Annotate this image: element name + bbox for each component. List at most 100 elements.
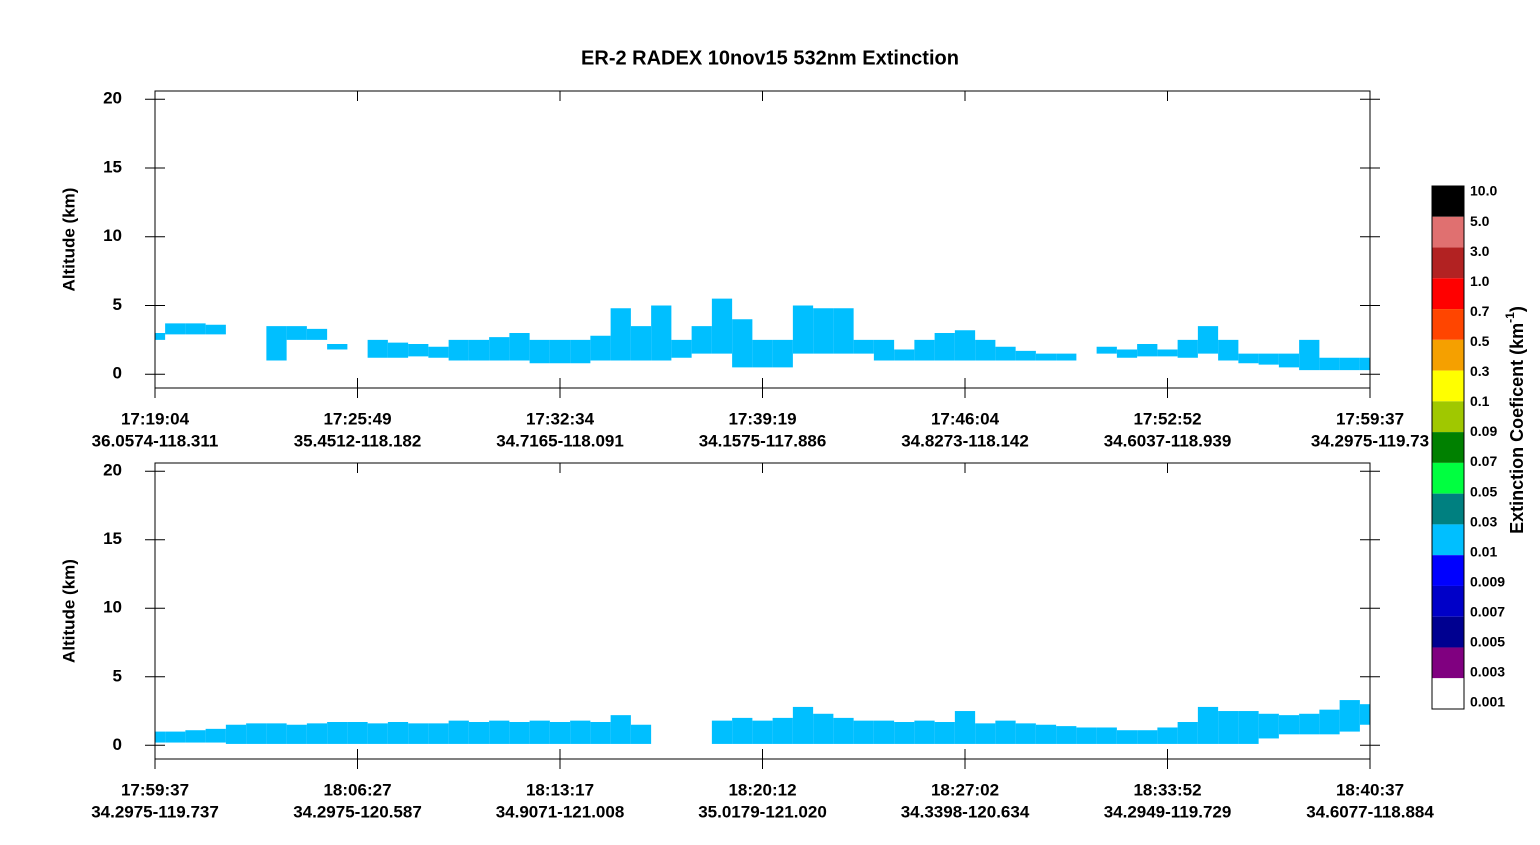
cloud-column	[529, 720, 550, 744]
cloud-column	[711, 298, 733, 354]
cloud-column	[711, 720, 733, 744]
cloud-column	[590, 335, 611, 361]
colorbar-block	[1432, 647, 1464, 679]
cloud-column	[1137, 344, 1158, 357]
colorbar-tick-label: 0.001	[1470, 694, 1505, 710]
x-tick-label: 17:52:52	[1133, 409, 1201, 428]
cloud-column	[630, 326, 652, 361]
colorbar-tick-label: 1.0	[1470, 273, 1490, 289]
cloud-column	[1258, 353, 1279, 365]
cloud-column	[772, 339, 793, 368]
cloud-column	[1076, 727, 1097, 744]
cloud-column	[185, 730, 206, 743]
y-tick-label: 5	[113, 666, 122, 685]
cloud-column	[246, 723, 267, 744]
colorbar-label-exp: -1	[1503, 312, 1517, 323]
y-tick-label: 20	[103, 89, 122, 108]
y-tick-label: 10	[103, 598, 122, 617]
x-tick-sublabel: 34.1575-117.886	[699, 431, 827, 450]
cloud-column	[1096, 346, 1117, 354]
colorbar-block	[1432, 186, 1464, 217]
x-tick-label: 17:39:19	[728, 409, 796, 428]
cloud-column	[347, 722, 368, 744]
cloud-column	[1056, 726, 1077, 744]
y-axis-label: Altitude (km)	[59, 559, 78, 663]
cloud-column	[448, 720, 469, 744]
cloud-column	[155, 731, 166, 743]
colorbar-tick-label: 0.007	[1470, 604, 1505, 620]
colorbar-tick-label: 0.009	[1470, 573, 1505, 589]
cloud-column	[529, 339, 550, 364]
cloud-column	[1218, 711, 1239, 744]
cloud-column	[1197, 706, 1219, 744]
cloud-column	[732, 717, 753, 744]
cloud-column	[1359, 704, 1370, 725]
cloud-column	[165, 323, 186, 335]
cloud-column	[610, 715, 631, 744]
cloud-column	[1096, 727, 1117, 744]
cloud-column	[1116, 349, 1138, 358]
colorbar-block	[1432, 370, 1464, 402]
cloud-column	[1339, 700, 1360, 732]
colorbar-block	[1432, 462, 1464, 494]
x-tick-label: 18:06:27	[323, 780, 391, 799]
cloud-column	[833, 308, 854, 354]
cloud-column	[954, 711, 976, 744]
cloud-column	[489, 720, 510, 744]
cloud-column	[286, 326, 307, 340]
colorbar-block	[1432, 555, 1464, 586]
x-tick-sublabel: 34.2949-119.729	[1104, 802, 1232, 821]
colorbar-block	[1432, 493, 1464, 525]
cloud-column	[185, 323, 206, 335]
y-tick-label: 0	[113, 364, 122, 383]
cloud-column	[1035, 353, 1057, 361]
cloud-column	[1157, 727, 1178, 744]
colorbar-block	[1432, 247, 1464, 279]
cloud-column	[1238, 711, 1259, 744]
cloud-column	[1157, 349, 1178, 357]
cloud-column	[549, 339, 571, 364]
cloud-column	[408, 344, 429, 357]
cloud-column	[934, 722, 955, 744]
x-tick-sublabel: 34.8273-118.142	[901, 431, 1029, 450]
colorbar-label-text: Extinction Coeficent (km	[1507, 323, 1527, 534]
cloud-column	[1197, 326, 1219, 354]
colorbar-tick-label: 0.03	[1470, 513, 1497, 529]
y-tick-label: 0	[113, 735, 122, 754]
cloud-column	[570, 720, 591, 744]
cloud-column	[752, 339, 773, 368]
cloud-column	[914, 720, 935, 744]
cloud-column	[1278, 353, 1300, 368]
x-tick-label: 17:25:49	[323, 409, 391, 428]
x-tick-label: 18:13:17	[526, 780, 594, 799]
cloud-column	[630, 724, 652, 744]
cloud-column	[894, 349, 915, 361]
cloud-column	[792, 706, 814, 744]
y-axis-label: Altitude (km)	[59, 188, 78, 292]
cloud-column	[813, 713, 834, 744]
y-tick-label: 5	[113, 295, 122, 314]
colorbar-block	[1432, 401, 1464, 433]
x-tick-label: 17:59:37	[1336, 409, 1404, 428]
cloud-column	[155, 333, 166, 340]
cloud-column	[792, 305, 814, 354]
cloud-column	[1015, 350, 1036, 361]
cloud-column	[934, 333, 955, 361]
cloud-column	[894, 722, 915, 744]
colorbar-tick-label: 0.7	[1470, 303, 1490, 319]
cloud-column	[367, 339, 388, 358]
cloud-column	[853, 339, 874, 354]
cloud-column	[1299, 339, 1320, 371]
cloud-column	[1339, 357, 1360, 371]
cloud-column	[752, 720, 773, 744]
cloud-column	[570, 339, 591, 364]
x-tick-label: 17:32:34	[526, 409, 595, 428]
cloud-column	[205, 728, 226, 743]
cloud-column	[1319, 357, 1340, 371]
cloud-column	[651, 305, 672, 361]
x-tick-sublabel: 35.4512-118.182	[294, 431, 422, 450]
colorbar-block	[1432, 278, 1464, 310]
cloud-column	[286, 724, 307, 744]
x-tick-sublabel: 36.0574-118.311	[92, 431, 219, 450]
